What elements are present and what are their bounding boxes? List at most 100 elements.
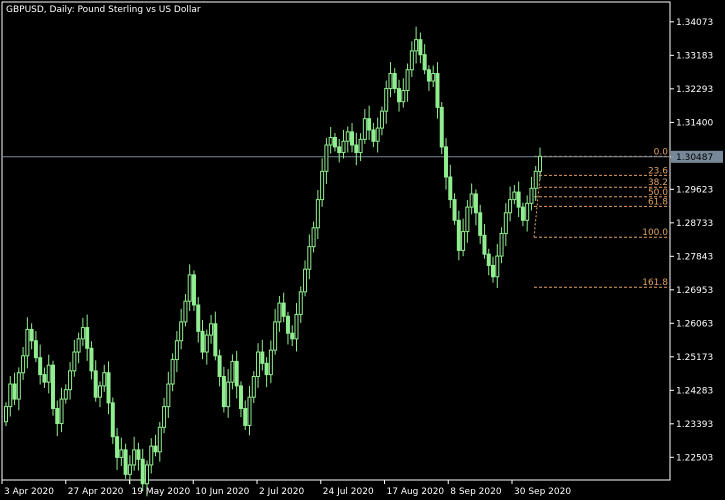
y-tick-label: 1.28733: [676, 219, 713, 229]
candle-body: [486, 253, 491, 266]
candle-body: [516, 191, 521, 208]
candle-body: [33, 340, 38, 359]
candle-body: [209, 323, 214, 336]
candle-body: [379, 110, 384, 129]
candle-body: [461, 231, 466, 251]
candle-body: [491, 264, 496, 278]
candle-body: [187, 274, 192, 302]
candle-body: [298, 291, 303, 315]
candle-body: [85, 327, 90, 349]
candle-body: [392, 73, 397, 90]
candle-body: [525, 202, 530, 221]
candle-body: [397, 88, 402, 103]
candle-body: [426, 69, 431, 82]
candle-body: [320, 170, 325, 201]
fib-trendline: [533, 156, 543, 238]
candle-body: [431, 73, 436, 82]
y-tick-label: 1.34073: [676, 18, 713, 28]
candle-body: [149, 445, 154, 466]
candle-body: [243, 407, 248, 426]
candle-body: [503, 212, 508, 234]
fib-level-label: 50.0: [648, 188, 668, 198]
candle-body: [367, 118, 372, 131]
fib-level-label: 161.8: [642, 278, 668, 288]
candle-body: [473, 193, 478, 214]
candle-body: [465, 206, 470, 233]
fib-level-label: 61.8: [648, 197, 668, 207]
candle-body: [16, 372, 21, 400]
candle-body: [273, 321, 278, 351]
fib-level-label: 0.0: [654, 147, 669, 157]
x-tick-label: 24 Jul 2020: [323, 487, 374, 497]
y-tick-label: 1.33183: [676, 51, 713, 61]
y-tick-label: 1.22503: [676, 453, 713, 463]
candle-body: [264, 362, 269, 376]
candle-body: [42, 374, 47, 383]
candle-body: [72, 351, 77, 372]
candle-body: [144, 464, 149, 485]
candle-body: [153, 445, 158, 453]
price-label-box: [671, 150, 723, 163]
candle-body: [251, 375, 256, 398]
fib-level-label: 23.6: [648, 166, 668, 176]
candle-body: [162, 406, 167, 428]
y-tick-label: 1.25173: [676, 353, 713, 363]
candle-body: [50, 364, 55, 409]
candle-body: [452, 199, 457, 221]
candle-body: [341, 140, 346, 154]
candle-body: [217, 355, 222, 377]
candle-body: [115, 436, 120, 458]
candle-body: [405, 69, 410, 91]
candle-body: [256, 351, 261, 377]
candle-body: [29, 328, 34, 342]
candle-body: [8, 383, 13, 408]
y-tick-label: 1.23393: [676, 420, 713, 430]
candle-body: [97, 385, 102, 398]
candle-body: [268, 349, 273, 376]
candle-body: [456, 219, 461, 251]
candle-body: [533, 170, 538, 189]
candle-body: [221, 375, 226, 408]
candle-body: [102, 372, 107, 387]
fib-level-label: 100.0: [642, 228, 668, 238]
candle-body: [358, 138, 363, 154]
candle-body: [512, 191, 517, 201]
candle-body: [294, 313, 299, 340]
candle-body: [354, 144, 359, 154]
candle-body: [422, 54, 427, 71]
candle-body: [55, 407, 60, 425]
candle-body: [401, 89, 406, 103]
candle-body: [444, 146, 449, 178]
plot-area: [1, 1, 671, 481]
fibonacci-retracement[interactable]: 0.0 23.6 38.250.061.8 100.0 161.8: [533, 147, 670, 288]
candle-body: [166, 383, 171, 408]
candle-body: [38, 357, 43, 376]
candle-body: [285, 315, 290, 334]
candle-body: [277, 302, 282, 323]
candle-body: [482, 234, 487, 255]
candle-body: [119, 449, 124, 458]
x-tick-label: 17 Aug 2020: [387, 487, 445, 497]
candle-body: [183, 300, 188, 323]
candle-body: [478, 212, 483, 236]
candle-body: [448, 176, 453, 201]
candle-body: [508, 199, 513, 214]
candle-body: [303, 268, 308, 293]
x-tick-label: 2 Jul 2020: [259, 487, 304, 497]
candle-body: [89, 347, 94, 372]
candle-body: [204, 334, 209, 353]
y-tick-label: 1.27843: [676, 252, 713, 262]
candle-body: [238, 385, 243, 409]
candle-body: [59, 398, 64, 425]
candle-body: [375, 127, 380, 142]
candle-body: [529, 187, 534, 204]
y-tick-label: 1.31400: [676, 118, 713, 128]
candle-body: [132, 449, 137, 466]
candle-body: [247, 396, 252, 426]
y-tick-label: 1.26953: [676, 286, 713, 296]
chart-title: GBPUSD, Daily: Pound Sterling vs US Doll…: [6, 5, 201, 15]
candle-body: [362, 118, 367, 140]
candle-body: [315, 199, 320, 229]
candle-body: [324, 144, 329, 172]
